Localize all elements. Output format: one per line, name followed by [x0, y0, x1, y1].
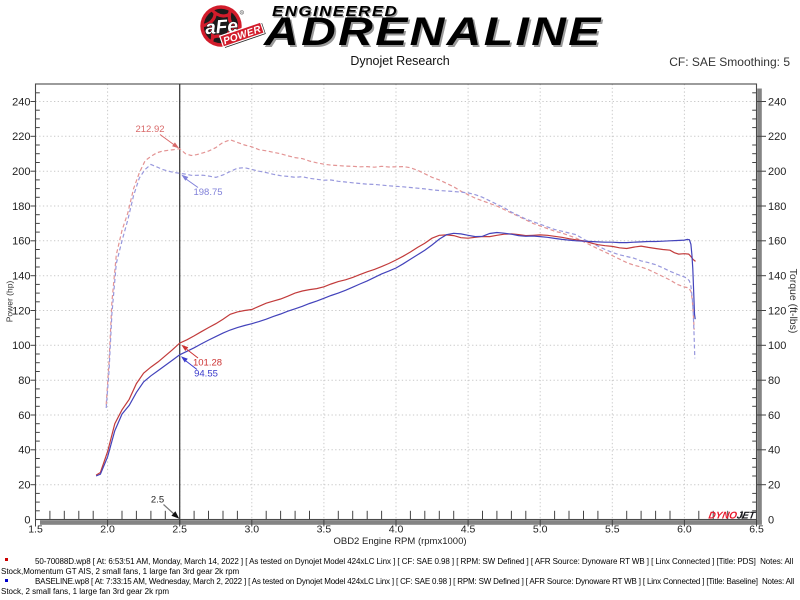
svg-text:140: 140 [768, 271, 786, 283]
svg-text:6.5: 6.5 [749, 523, 764, 535]
svg-text:140: 140 [12, 271, 30, 283]
svg-text:6.0: 6.0 [677, 523, 692, 535]
svg-text:100: 100 [768, 340, 786, 352]
svg-text:OBD2 Engine RPM (rpmx1000): OBD2 Engine RPM (rpmx1000) [333, 536, 466, 547]
svg-text:DYNOJET: DYNOJET [708, 510, 757, 521]
svg-text:0: 0 [768, 514, 774, 526]
svg-text:2.5: 2.5 [151, 495, 164, 506]
svg-text:101.28: 101.28 [193, 358, 222, 369]
svg-text:160: 160 [768, 236, 786, 248]
svg-text:212.92: 212.92 [135, 124, 164, 135]
svg-text:60: 60 [768, 410, 780, 422]
svg-text:220: 220 [768, 131, 786, 143]
svg-text:240: 240 [768, 96, 786, 108]
svg-text:120: 120 [768, 305, 786, 317]
svg-text:180: 180 [768, 201, 786, 213]
svg-text:180: 180 [12, 201, 30, 213]
svg-text:160: 160 [12, 236, 30, 248]
svg-text:240: 240 [12, 96, 30, 108]
svg-text:120: 120 [12, 305, 30, 317]
svg-text:94.55: 94.55 [194, 369, 218, 380]
svg-text:4.0: 4.0 [389, 523, 404, 535]
svg-text:2.5: 2.5 [172, 523, 187, 535]
svg-text:R: R [241, 11, 244, 15]
svg-text:20: 20 [768, 480, 780, 492]
svg-text:200: 200 [12, 166, 30, 178]
svg-text:100: 100 [12, 340, 30, 352]
svg-text:4.5: 4.5 [461, 523, 476, 535]
svg-text:Torque (ft-lbs): Torque (ft-lbs) [787, 269, 799, 334]
svg-text:20: 20 [18, 480, 30, 492]
svg-text:220: 220 [12, 131, 30, 143]
svg-text:60: 60 [18, 410, 30, 422]
svg-text:Power (hp): Power (hp) [5, 281, 15, 323]
svg-text:3.5: 3.5 [317, 523, 332, 535]
svg-text:2.0: 2.0 [100, 523, 115, 535]
svg-text:80: 80 [768, 375, 780, 387]
svg-text:5.0: 5.0 [533, 523, 548, 535]
svg-text:200: 200 [768, 166, 786, 178]
svg-text:40: 40 [768, 445, 780, 457]
svg-text:3.0: 3.0 [244, 523, 259, 535]
svg-text:198.75: 198.75 [193, 187, 222, 198]
svg-text:80: 80 [18, 375, 30, 387]
svg-text:0: 0 [24, 514, 30, 526]
svg-text:1.5: 1.5 [28, 523, 43, 535]
svg-text:5.5: 5.5 [605, 523, 620, 535]
svg-text:40: 40 [18, 445, 30, 457]
